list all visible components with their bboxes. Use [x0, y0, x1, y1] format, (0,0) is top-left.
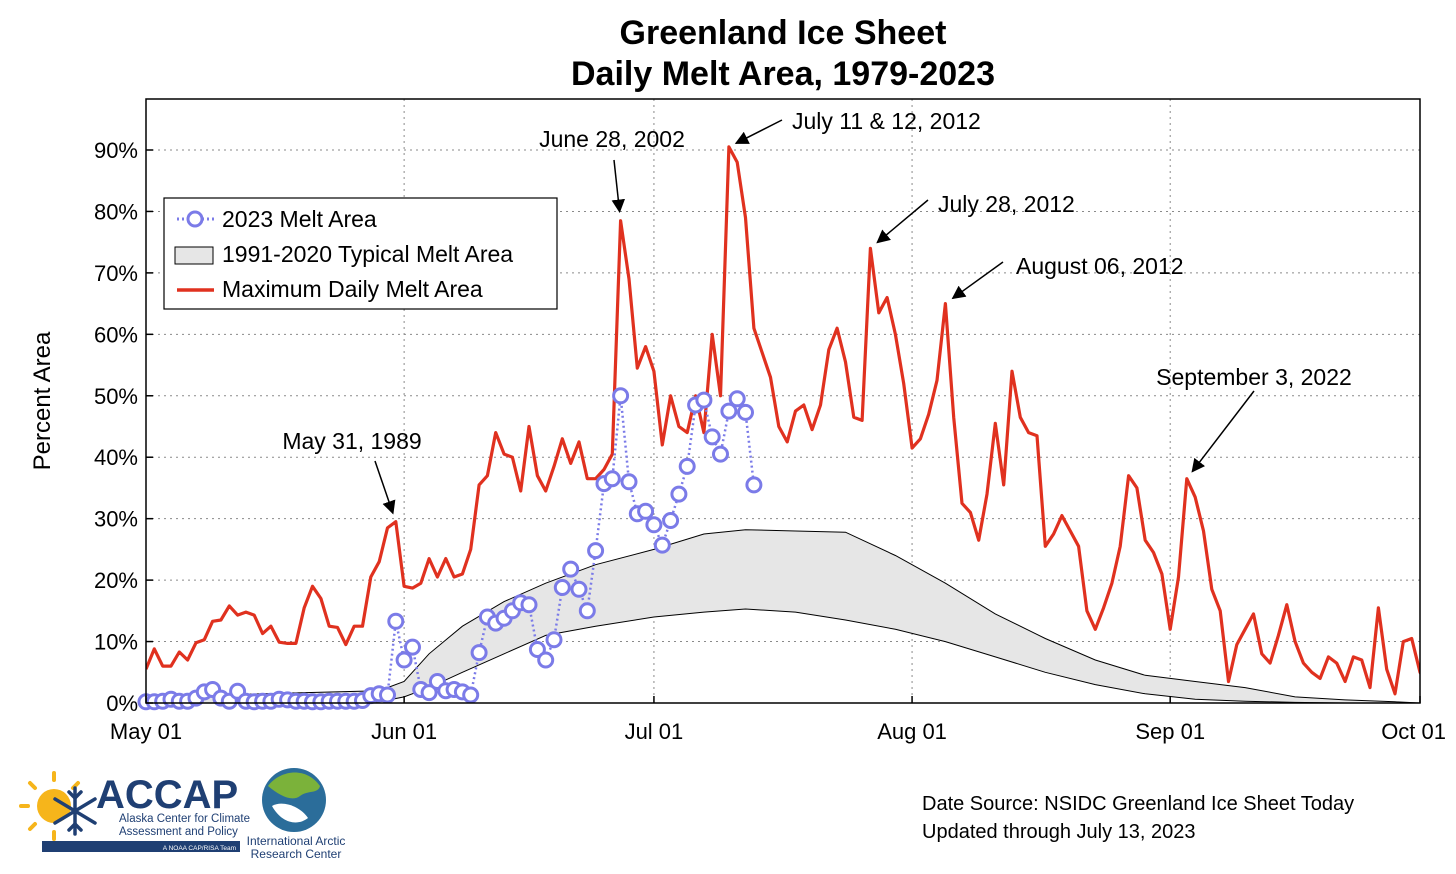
x-tick-label: Oct 01: [1381, 719, 1446, 744]
legend-box: [163, 197, 558, 310]
melt-2023-series: [137, 387, 763, 711]
y-tick-label: 60%: [94, 322, 138, 347]
melt-2023-point: [462, 686, 480, 704]
y-tick-label: 80%: [94, 199, 138, 224]
melt-2023-point: [537, 651, 555, 669]
y-tick-label: 90%: [94, 138, 138, 163]
melt-2023-point: [562, 560, 580, 578]
data-source-text: Date Source: NSIDC Greenland Ice Sheet T…: [922, 793, 1354, 815]
typical-band-upper-line: [146, 529, 1420, 703]
melt-2023-point: [653, 536, 671, 554]
annotations: May 31, 1989 June 28, 2002 July 11 & 12, 2…: [282, 108, 1352, 515]
annotation-arrow: [734, 119, 783, 144]
melt-2023-point: [404, 638, 421, 656]
annotation-label: July 28, 2012: [938, 191, 1075, 217]
sun-icon: [19, 771, 80, 841]
annotation-arrow: [611, 159, 626, 214]
y-tick-label: 10%: [94, 630, 138, 655]
melt-2023-point: [470, 644, 488, 662]
axes: 0% 10% 20% 30% 40% 50% 60% 70% 80% 90% May 01 Jun 0…: [94, 138, 1446, 744]
annotation-label: August 06, 2012: [1016, 253, 1184, 279]
annotation-arrow: [876, 199, 929, 244]
annotation-label: September 3, 2022: [1156, 364, 1352, 390]
max-melt-line: [146, 145, 1420, 696]
melt-2023-point: [637, 502, 655, 520]
legend-typical-swatch: [174, 246, 214, 265]
iarc-logo: International Arctic Research Center: [247, 768, 346, 861]
melt-2023-point: [620, 473, 638, 491]
melt-2023-point: [520, 596, 538, 614]
legend-max-label: Maximum Daily Melt Area: [222, 276, 483, 302]
melt-2023-point: [662, 512, 680, 529]
x-tick-label: Aug 01: [877, 719, 947, 744]
y-tick-label: 40%: [94, 445, 138, 470]
iarc-line2: Research Center: [251, 847, 342, 861]
max-melt-series: [146, 145, 1420, 696]
grid: [145, 99, 1421, 704]
accap-line1: Alaska Center for Climate: [119, 813, 250, 825]
melt-2023-point: [545, 631, 563, 649]
melt-2023-point: [395, 651, 413, 669]
annotation-arrow: [951, 261, 1004, 300]
chart-title: Greenland Ice Sheet: [620, 14, 947, 52]
plot-frame: [145, 98, 1421, 704]
y-tick-label: 50%: [94, 384, 138, 409]
melt-2023-point: [587, 542, 605, 560]
legend-2023-swatch-marker: [186, 210, 204, 228]
y-tick-label: 30%: [94, 507, 138, 532]
melt-2023-point: [712, 445, 729, 463]
chart-subtitle: Daily Melt Area, 1979-2023: [571, 55, 995, 93]
legend: 2023 Melt Area 1991-2020 Typical Melt Ar…: [163, 197, 558, 310]
melt-2023-point: [612, 387, 630, 405]
melt-2023-point: [703, 428, 721, 446]
melt-2023-point: [578, 602, 596, 620]
x-tick-label: May 01: [110, 719, 182, 744]
melt-2023-point: [695, 391, 713, 409]
melt-2023-point: [387, 612, 405, 630]
melt-2023-point: [379, 686, 396, 704]
annotation-label: May 31, 1989: [282, 428, 421, 454]
melt-2023-point: [728, 390, 746, 408]
x-tick-label: Sep 01: [1135, 719, 1205, 744]
accap-line3: A NOAA CAP/RISA Team: [163, 845, 236, 852]
melt-2023-point: [737, 403, 754, 421]
y-tick-label: 70%: [94, 261, 138, 286]
accap-line2: Assessment and Policy: [119, 826, 238, 838]
legend-typical-label: 1991-2020 Typical Melt Area: [222, 241, 513, 267]
accap-banner: [42, 841, 240, 852]
melt-2023-point: [645, 516, 663, 534]
melt-2023-point: [553, 579, 571, 596]
x-tick-label: Jun 01: [371, 719, 437, 744]
typical-band-fill: [146, 529, 1420, 703]
melt-2023-point: [678, 457, 696, 475]
annotation-arrow: [374, 460, 396, 515]
accap-logo: ACCAP Alaska Center for Climate Assessme…: [19, 771, 250, 852]
melt-2023-point: [603, 470, 621, 488]
x-tick-label: Jul 01: [625, 719, 684, 744]
legend-2023-label: 2023 Melt Area: [222, 206, 377, 232]
annotation-label: July 11 & 12, 2012: [792, 108, 981, 134]
y-tick-label: 20%: [94, 568, 138, 593]
y-axis-label: Percent Area: [29, 331, 56, 470]
iarc-line1: International Arctic: [247, 834, 346, 848]
melt-2023-point: [745, 476, 763, 494]
snowflake-icon: [53, 786, 97, 836]
annotation-arrow: [1191, 390, 1255, 473]
accap-name: ACCAP: [96, 773, 238, 817]
melt-2023-point: [420, 684, 438, 702]
melt-2023-point: [720, 402, 738, 420]
melt-2023-point: [670, 485, 688, 503]
updated-text: Updated through July 13, 2023: [922, 821, 1196, 843]
melt-2023-point: [570, 580, 588, 598]
y-tick-label: 0%: [106, 691, 138, 716]
annotation-label: June 28, 2002: [539, 126, 685, 152]
